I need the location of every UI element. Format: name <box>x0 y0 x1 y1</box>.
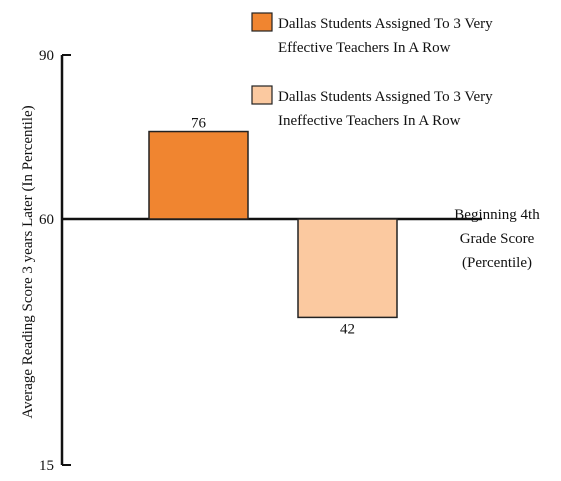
legend-label: Dallas Students Assigned To 3 Very <box>278 89 493 105</box>
legend-swatch <box>251 12 273 32</box>
legend-swatch <box>251 85 273 105</box>
y-tick-label: 90 <box>39 48 54 64</box>
baseline-label: (Percentile) <box>462 255 532 271</box>
legend-label: Effective Teachers In A Row <box>278 40 451 56</box>
bar-data-label: 42 <box>340 321 355 337</box>
bar <box>148 130 249 220</box>
bar <box>297 218 398 319</box>
legend-label: Ineffective Teachers In A Row <box>278 113 461 129</box>
legend-label: Dallas Students Assigned To 3 Very <box>278 16 493 32</box>
baseline-label: Grade Score <box>460 231 535 247</box>
y-axis-label: Average Reading Score 3 years Later (In … <box>20 105 36 418</box>
bar-data-label: 76 <box>191 116 207 132</box>
y-tick-label: 60 <box>39 212 54 228</box>
y-tick-label: 15 <box>39 458 54 474</box>
baseline-label: Beginning 4th <box>454 207 540 223</box>
